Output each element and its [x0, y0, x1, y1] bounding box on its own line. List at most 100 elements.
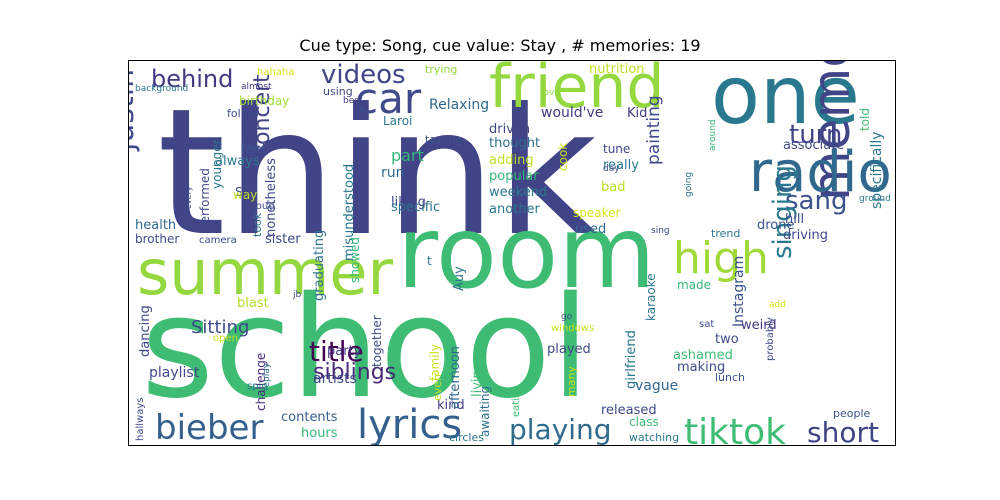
- word-room: room: [397, 194, 656, 311]
- word-open: open: [213, 333, 238, 344]
- word-used: used: [575, 222, 606, 237]
- word-ashamed: ashamed: [673, 348, 733, 363]
- word-nonetheless: nonetheless: [264, 158, 279, 237]
- word-people: people: [833, 407, 871, 420]
- word-love: love: [541, 88, 560, 98]
- word-relaxing: Relaxing: [429, 97, 489, 113]
- word-every: every: [184, 186, 193, 209]
- word-performed: performed: [198, 168, 212, 231]
- word-told: told: [858, 108, 872, 131]
- word-awaiting: awaiting: [478, 386, 492, 437]
- word-took: took: [251, 212, 264, 237]
- word-sitting: Sitting: [191, 317, 249, 338]
- word-bieber: bieber: [155, 408, 263, 445]
- word-sat: sat: [699, 319, 714, 330]
- word-behind: behind: [151, 65, 233, 93]
- word-one: one: [711, 61, 860, 142]
- word-day: day: [603, 164, 620, 174]
- word-specific: specific: [391, 200, 440, 215]
- word-eating: eating: [511, 385, 522, 417]
- word-watching: watching: [629, 431, 679, 444]
- word-sing: sing: [651, 226, 670, 236]
- word-go: go: [561, 312, 573, 322]
- word-liking: liking: [391, 195, 426, 210]
- word-popular: popular: [489, 169, 539, 184]
- word-jb: jb: [292, 290, 302, 300]
- word-artists: artists: [313, 371, 357, 387]
- word-contents: contents: [281, 410, 338, 425]
- word-windows: windows: [551, 323, 594, 334]
- word-weekend: weekend: [489, 185, 547, 200]
- word-way: way: [233, 188, 257, 202]
- word-tiktok: tiktok: [684, 412, 786, 445]
- word-many: many: [565, 366, 578, 397]
- word-birthday: birthday: [239, 94, 289, 108]
- word-afternoon: afternoon: [448, 346, 463, 409]
- word-girlfriend: girlfriend: [624, 330, 639, 389]
- word-played: played: [547, 342, 591, 357]
- word-associate: associate: [783, 138, 844, 153]
- word-laroi: Laroi: [383, 114, 412, 128]
- word-party: party: [327, 344, 362, 359]
- word-dancing: dancing: [138, 305, 153, 357]
- word-instagram: Instagram: [731, 256, 747, 327]
- word-bad: bad: [601, 180, 625, 195]
- word-summer: summer: [137, 236, 394, 309]
- word-weird: weird: [741, 318, 777, 333]
- word-adding: adding: [489, 153, 534, 168]
- word-playlist: playlist: [149, 365, 200, 381]
- word-would-ve: would've: [541, 105, 603, 121]
- word-friend: friend: [489, 61, 665, 122]
- word-going: going: [684, 172, 694, 197]
- word-driven: driven: [489, 122, 530, 137]
- word-together: together: [370, 315, 384, 367]
- word-cook: cook: [556, 143, 570, 171]
- word-brother: brother: [135, 232, 179, 246]
- word-showed: showed: [348, 237, 362, 283]
- word-lyrics: lyrics: [357, 402, 462, 445]
- word-sister: sister: [265, 232, 301, 247]
- word-nutrition: nutrition: [589, 62, 644, 77]
- word-siblings: siblings: [313, 360, 396, 385]
- word-probably: probably: [765, 317, 776, 361]
- word-using: using: [323, 85, 353, 98]
- word-trend: trend: [711, 227, 740, 240]
- word-kid: Kid: [627, 106, 647, 121]
- word-specifically: specifically: [869, 131, 885, 209]
- word-two: two: [715, 332, 739, 347]
- word-younger: younger: [210, 139, 224, 189]
- word-hallways: hallways: [135, 398, 146, 441]
- word-graduating: graduating: [312, 230, 327, 301]
- word-tasong: tasong: [425, 133, 462, 146]
- word-replay: replay: [262, 362, 272, 391]
- word-feel: feel: [241, 142, 265, 157]
- word-health: health: [135, 218, 176, 233]
- word-blast: blast: [237, 296, 269, 311]
- word-background: background: [135, 84, 188, 94]
- word-trying: trying: [425, 63, 457, 76]
- word-short: short: [807, 416, 879, 445]
- word-really: really: [603, 158, 639, 173]
- word-almost: almost: [241, 82, 272, 92]
- word-misunderstood: misunderstood: [342, 164, 357, 261]
- word-spin: spin: [247, 381, 268, 392]
- word-vague: vague: [635, 378, 678, 394]
- word-cloud: think school one room summer friend memory radi…: [128, 60, 896, 446]
- word-class: class: [629, 415, 659, 429]
- word-around: around: [708, 119, 718, 151]
- word-lunch: lunch: [715, 371, 745, 384]
- word-high: high: [673, 233, 769, 284]
- word-concert: concert: [250, 74, 275, 157]
- word-hours: hours: [301, 426, 338, 441]
- word-t: t: [427, 254, 432, 268]
- word-painting: painting: [644, 95, 664, 165]
- word-videos: videos: [321, 61, 406, 90]
- word-challenge: challenge: [254, 353, 268, 411]
- word-justin: justin: [129, 69, 141, 152]
- word-turn: turn: [789, 120, 842, 150]
- word-released: released: [601, 403, 657, 418]
- word-singing: singing: [768, 165, 798, 259]
- word-part: part: [391, 146, 424, 165]
- word-living: living: [470, 362, 485, 397]
